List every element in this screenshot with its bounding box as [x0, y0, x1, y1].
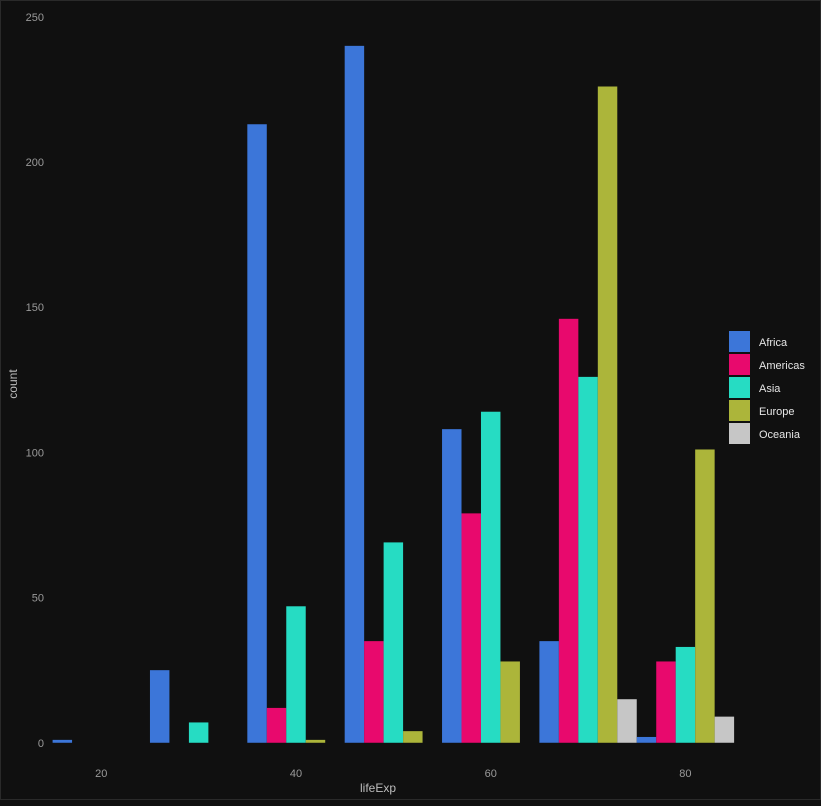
bar-asia-60	[480, 411, 501, 743]
legend-swatch-europe	[729, 400, 750, 421]
y-tick-label: 0	[38, 738, 44, 750]
bar-africa-60	[442, 429, 462, 743]
bar-oceania-80	[714, 716, 735, 743]
bar-asia-30	[188, 722, 209, 743]
bar-europe-80	[695, 449, 715, 743]
y-tick-label: 250	[26, 12, 44, 24]
y-tick-label: 50	[32, 593, 44, 605]
bar-americas-50	[364, 641, 384, 743]
bar-africa-40	[247, 124, 267, 743]
bar-americas-70	[558, 318, 579, 743]
legend-swatch-asia	[729, 377, 750, 398]
bar-europe-50	[403, 731, 423, 743]
legend-label-oceania: Oceania	[759, 429, 801, 441]
bar-africa-30	[149, 670, 170, 743]
y-axis-title: count	[6, 369, 20, 399]
x-tick-label: 20	[95, 768, 107, 780]
legend-label-africa: Africa	[759, 337, 788, 349]
bar-europe-40	[305, 739, 326, 743]
bar-africa-20	[52, 739, 73, 743]
legend-swatch-americas	[729, 354, 750, 375]
legend: Africa Americas Asia Europe Oceania	[729, 331, 805, 444]
bar-europe-70	[597, 86, 618, 743]
x-axis-title: lifeExp	[360, 781, 396, 795]
bar-asia-40	[286, 606, 306, 743]
legend-label-europe: Europe	[759, 406, 794, 418]
bars-layer	[52, 45, 735, 743]
bar-asia-50	[383, 542, 404, 743]
x-tick-label: 80	[679, 768, 691, 780]
x-tick-label: 60	[485, 768, 497, 780]
legend-label-asia: Asia	[759, 383, 781, 395]
bar-europe-60	[500, 661, 520, 743]
y-tick-label: 100	[26, 447, 44, 459]
bar-americas-60	[461, 513, 481, 743]
bar-asia-80	[675, 646, 696, 743]
x-tick-labels: 20 40 60 80	[95, 768, 691, 780]
bar-oceania-70	[617, 699, 637, 743]
legend-swatch-africa	[729, 331, 750, 352]
bar-africa-50	[344, 45, 365, 743]
legend-label-americas: Americas	[759, 360, 805, 372]
x-tick-label: 40	[290, 768, 302, 780]
bar-americas-40	[266, 707, 287, 743]
y-tick-label: 200	[26, 157, 44, 169]
y-tick-label: 150	[26, 302, 44, 314]
legend-swatch-oceania	[729, 423, 750, 444]
bar-asia-70	[578, 376, 598, 743]
bar-africa-70	[539, 641, 559, 743]
y-tick-labels: 0 50 100 150 200 250	[26, 12, 44, 750]
bar-africa-80	[636, 736, 657, 743]
bar-americas-80	[656, 661, 676, 743]
